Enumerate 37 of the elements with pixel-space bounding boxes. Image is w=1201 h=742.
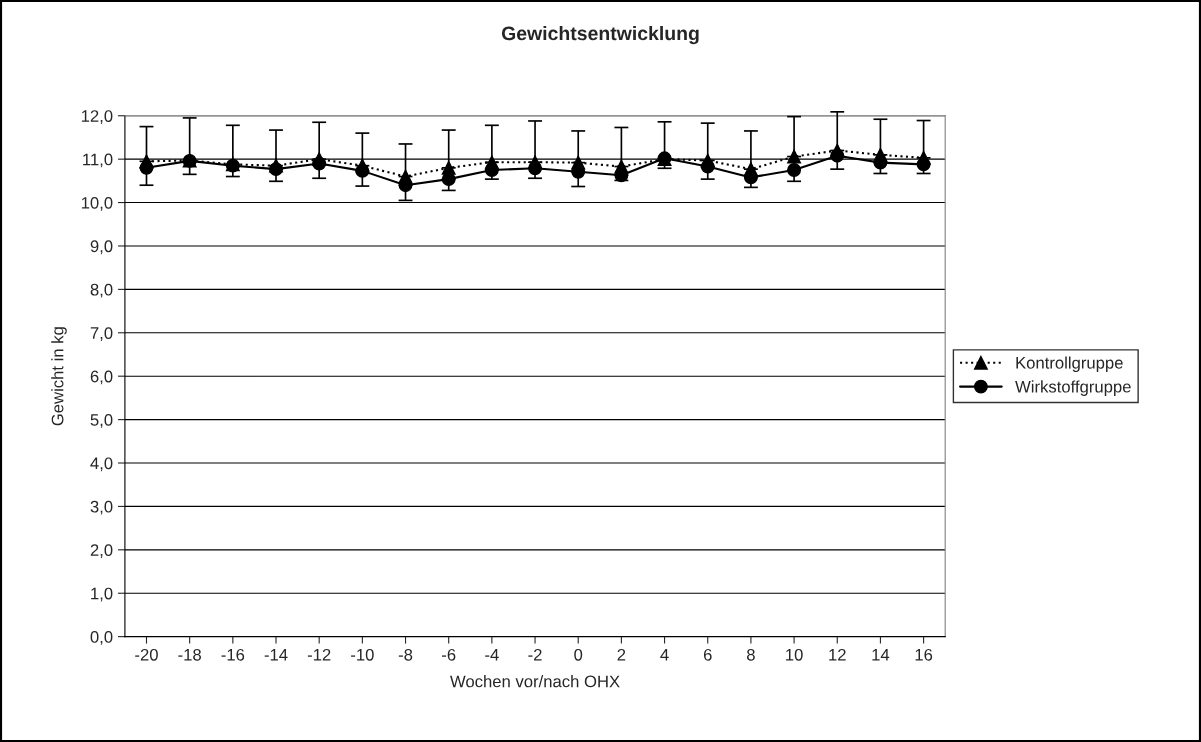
y-tick-label: 4,0 [90,457,113,472]
x-tick-label: 2 [617,648,626,661]
x-tick-label: 0 [574,648,583,661]
y-tick-label: 12,0 [81,110,113,124]
legend-label: Wirkstoffgruppe [1015,380,1131,396]
x-tick-label: -8 [398,648,413,661]
x-axis-title: Wochen vor/nach OHX [450,675,620,688]
x-tick-label: 16 [915,648,933,661]
y-tick-label: 0,0 [90,631,113,645]
y-tick-label: 11,0 [83,153,113,168]
x-tick-label: -2 [528,648,542,661]
chart-title: Gewichtsentwicklung [501,25,699,45]
x-tick-label: -18 [178,648,201,661]
x-tick-label: -16 [221,648,245,661]
x-tick-label: -10 [351,648,374,661]
x-tick-label: -14 [264,649,288,661]
y-tick-label: 7,0 [90,327,113,341]
x-tick-label: -4 [485,649,499,661]
x-tick-label: -12 [307,648,331,661]
x-tick-label: 8 [747,648,755,661]
x-tick-label: 4 [660,649,669,661]
legend-label: Kontrollgruppe [1016,356,1123,373]
y-tick-label: 2,0 [90,544,113,558]
x-tick-label: 6 [703,648,712,661]
y-tick-label: 6,0 [90,370,113,385]
x-tick-label: 10 [786,648,803,661]
y-tick-label: 8,0 [90,283,113,298]
y-tick-label: 1,0 [91,587,113,602]
y-axis-title: Gewicht in kg [51,327,67,426]
x-tick-label: -20 [135,648,158,661]
x-tick-label: -6 [442,648,456,661]
x-tick-label: 14 [872,649,890,661]
y-tick-label: 5,0 [90,414,113,428]
y-tick-label: 10,0 [81,196,113,211]
y-tick-label: 9,0 [90,240,113,255]
y-tick-label: 3,0 [90,500,113,515]
x-tick-label: 12 [829,648,846,661]
